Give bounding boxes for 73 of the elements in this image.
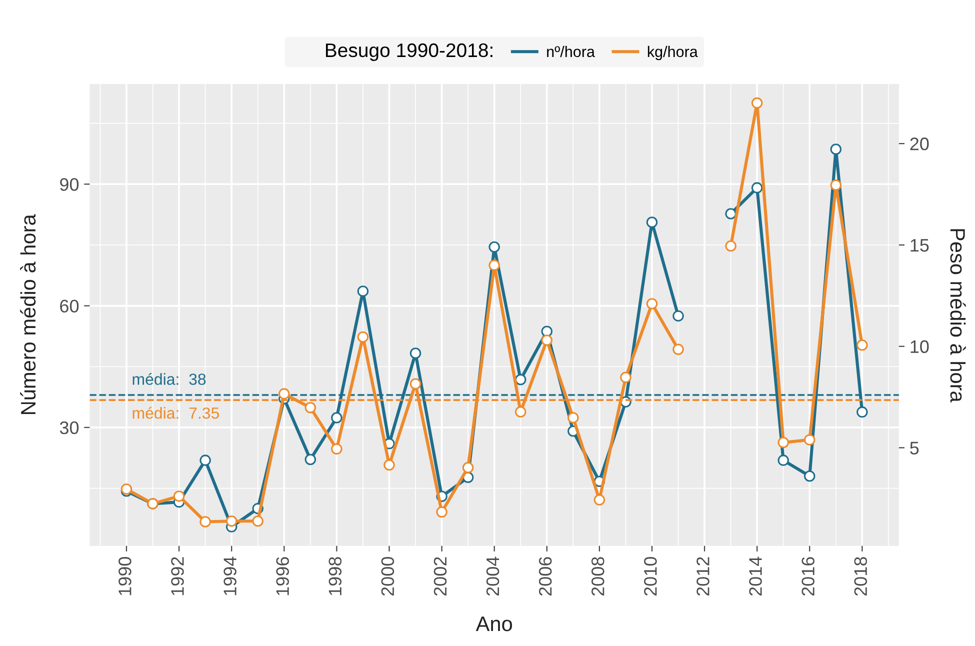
x-tick-label: 2000 [381, 556, 394, 596]
ref-line-label: média: 7.35 [132, 406, 219, 419]
point [856, 406, 868, 418]
y2-tick-label: 20 [910, 138, 929, 150]
point [410, 348, 422, 359]
x-tick-label: 2016 [802, 557, 814, 596]
x-tick-label: 2004 [486, 556, 500, 596]
y-axis-title: Número médio à hora [20, 214, 36, 414]
point [462, 462, 474, 474]
y2-tick-label: 5 [910, 442, 919, 454]
point [514, 374, 526, 386]
x-tick-label: 1992 [171, 557, 184, 596]
point [541, 334, 552, 346]
y2-tick-label: 15 [910, 239, 929, 252]
point [252, 516, 264, 527]
point [804, 434, 816, 446]
point [357, 286, 369, 297]
point [436, 506, 448, 518]
point [751, 97, 763, 109]
y-tick-label: 30 [60, 421, 79, 434]
x-tick-label: 2002 [434, 557, 447, 596]
x-tick-label: 2012 [696, 557, 710, 596]
point [226, 516, 238, 527]
point [646, 216, 658, 228]
point [304, 454, 316, 466]
point [488, 260, 500, 271]
point [778, 436, 789, 448]
x-tick-label: 1996 [276, 557, 289, 596]
y-tick-label: 90 [60, 178, 79, 191]
legend-label: nº/hora [547, 46, 595, 58]
point [594, 494, 606, 506]
point [778, 454, 789, 466]
point [751, 182, 763, 194]
point [725, 240, 736, 252]
point [200, 516, 211, 528]
point [620, 372, 632, 383]
point [830, 180, 842, 191]
point [830, 144, 842, 155]
point [331, 443, 342, 455]
y2-tick-label: 10 [910, 340, 929, 354]
point [541, 326, 552, 337]
point [488, 241, 500, 253]
x-tick-label: 2006 [538, 557, 552, 596]
point [672, 310, 684, 322]
x-tick-label: 2014 [749, 556, 762, 596]
x-tick-label: 2018 [854, 557, 868, 596]
point [278, 388, 290, 400]
point [304, 402, 316, 414]
x-tick-label: 2010 [644, 556, 657, 596]
legend-title: Besugo 1990-2018: [326, 43, 492, 61]
point [200, 454, 211, 466]
x-axis-title: Ano [476, 616, 512, 632]
point [120, 483, 132, 495]
point [173, 490, 185, 502]
y2-axis-title: Peso médio à hora [950, 229, 966, 402]
y-tick-label: 60 [60, 300, 79, 313]
x-tick-label: 1994 [224, 556, 236, 596]
point [331, 412, 342, 424]
legend-label: kg/hora [648, 46, 698, 60]
point [410, 378, 422, 390]
x-tick-label: 2008 [591, 557, 604, 596]
point [856, 340, 868, 351]
point [646, 298, 658, 310]
point [568, 412, 579, 424]
point [804, 470, 816, 482]
x-tick-label: 1998 [328, 557, 342, 596]
point [725, 208, 736, 220]
point [357, 331, 369, 343]
point [672, 344, 684, 356]
point [514, 406, 526, 418]
point [384, 459, 395, 471]
x-tick-label: 1990 [118, 556, 132, 596]
ref-line-label: média: 38 [132, 372, 206, 385]
